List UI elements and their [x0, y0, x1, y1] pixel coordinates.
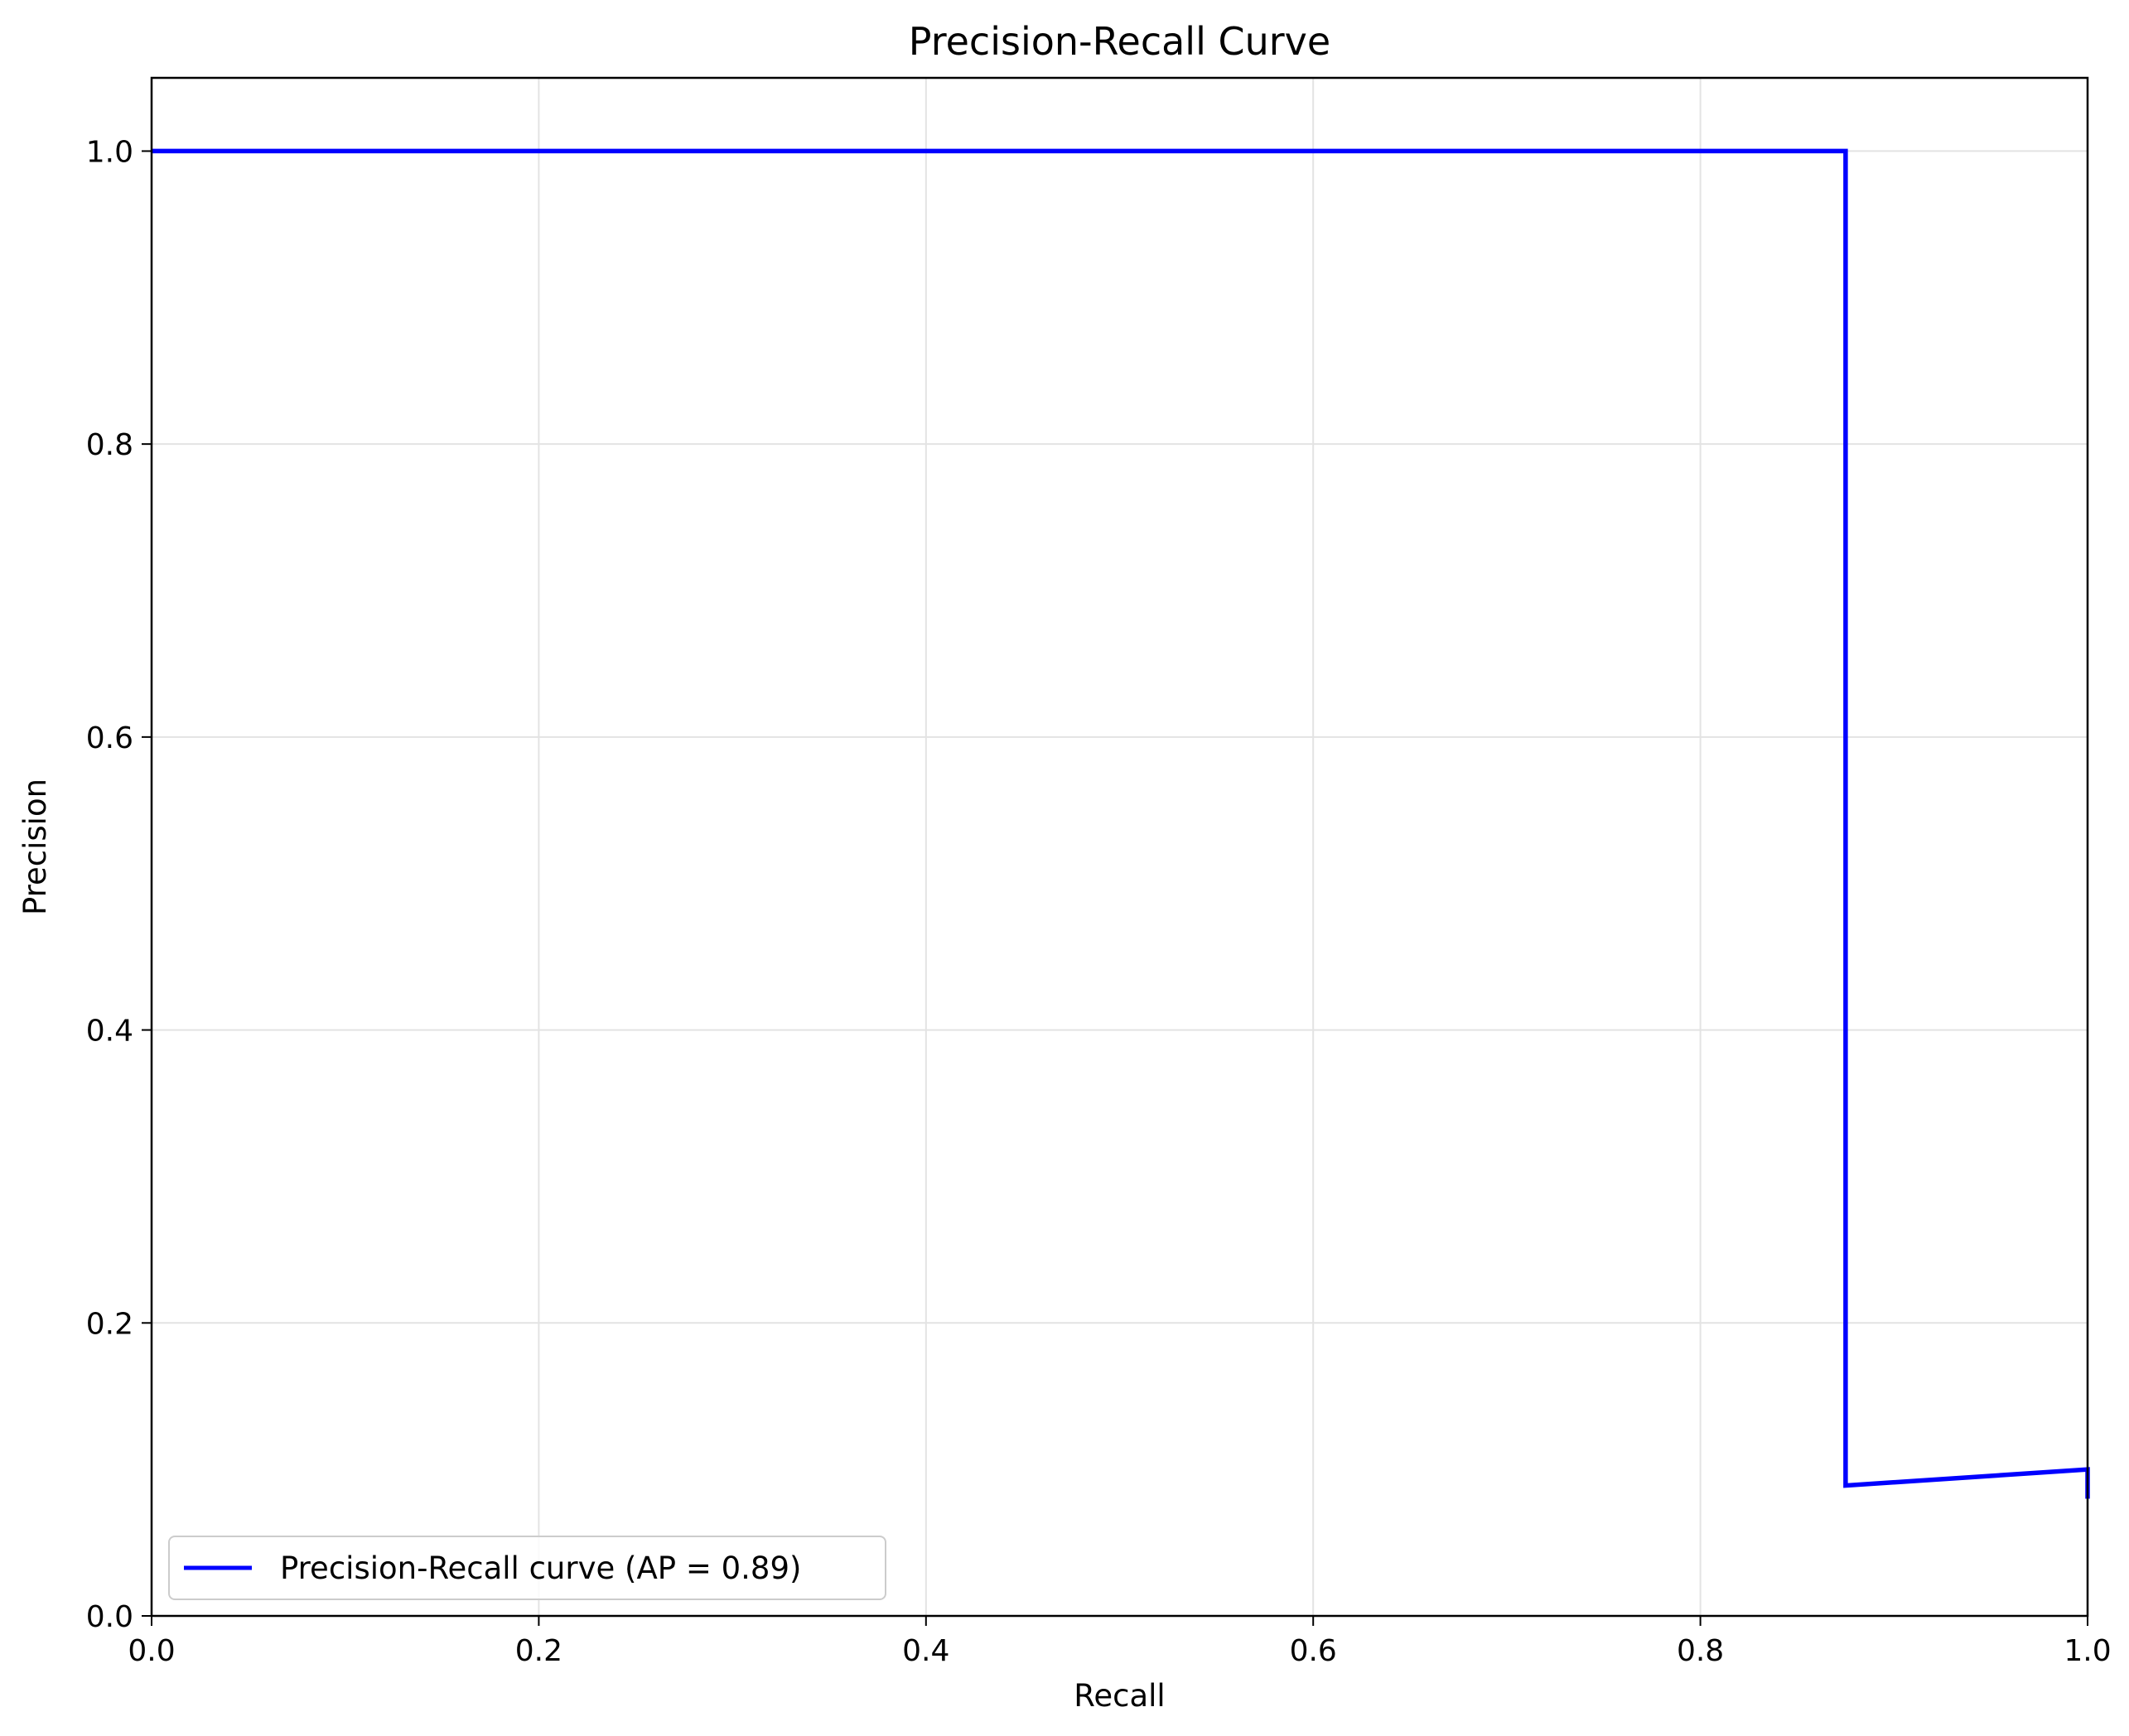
plot-frame: [150, 76, 2089, 1618]
y-tick-label: 0.2: [86, 1307, 133, 1341]
legend-entry-label: Precision-Recall curve (AP = 0.89): [280, 1550, 801, 1586]
tick-layer: 0.0 0.2 0.4 0.6 0.8 1.0 0.0 0.2 0.4 0.6 0.8 1.0: [86, 135, 2112, 1668]
x-tick-label: 0.6: [1290, 1634, 1337, 1668]
series-layer: [152, 148, 2090, 1499]
x-tick-label: 0.8: [1677, 1634, 1724, 1668]
y-tick-label: 0.8: [86, 428, 133, 462]
y-tick-label: 0.6: [86, 721, 133, 755]
legend: Precision-Recall curve (AP = 0.89): [168, 1536, 886, 1600]
x-tick-label: 0.2: [515, 1634, 562, 1668]
grid-layer: [151, 78, 2088, 1617]
pr-curve-line: [152, 148, 2090, 1499]
y-tick-label: 0.4: [86, 1015, 133, 1049]
x-tick-label: 1.0: [2064, 1634, 2111, 1668]
x-axis-label: Recall: [1074, 1678, 1165, 1714]
y-tick-label: 0.0: [86, 1600, 133, 1634]
legend-box: [168, 1536, 886, 1600]
x-tick-label: 0.4: [902, 1634, 949, 1668]
x-tick-label: 0.0: [128, 1634, 175, 1668]
chart-title: Precision-Recall Curve: [909, 19, 1330, 64]
y-axis-label: Precision: [17, 779, 53, 915]
y-tick-label: 1.0: [86, 135, 133, 169]
